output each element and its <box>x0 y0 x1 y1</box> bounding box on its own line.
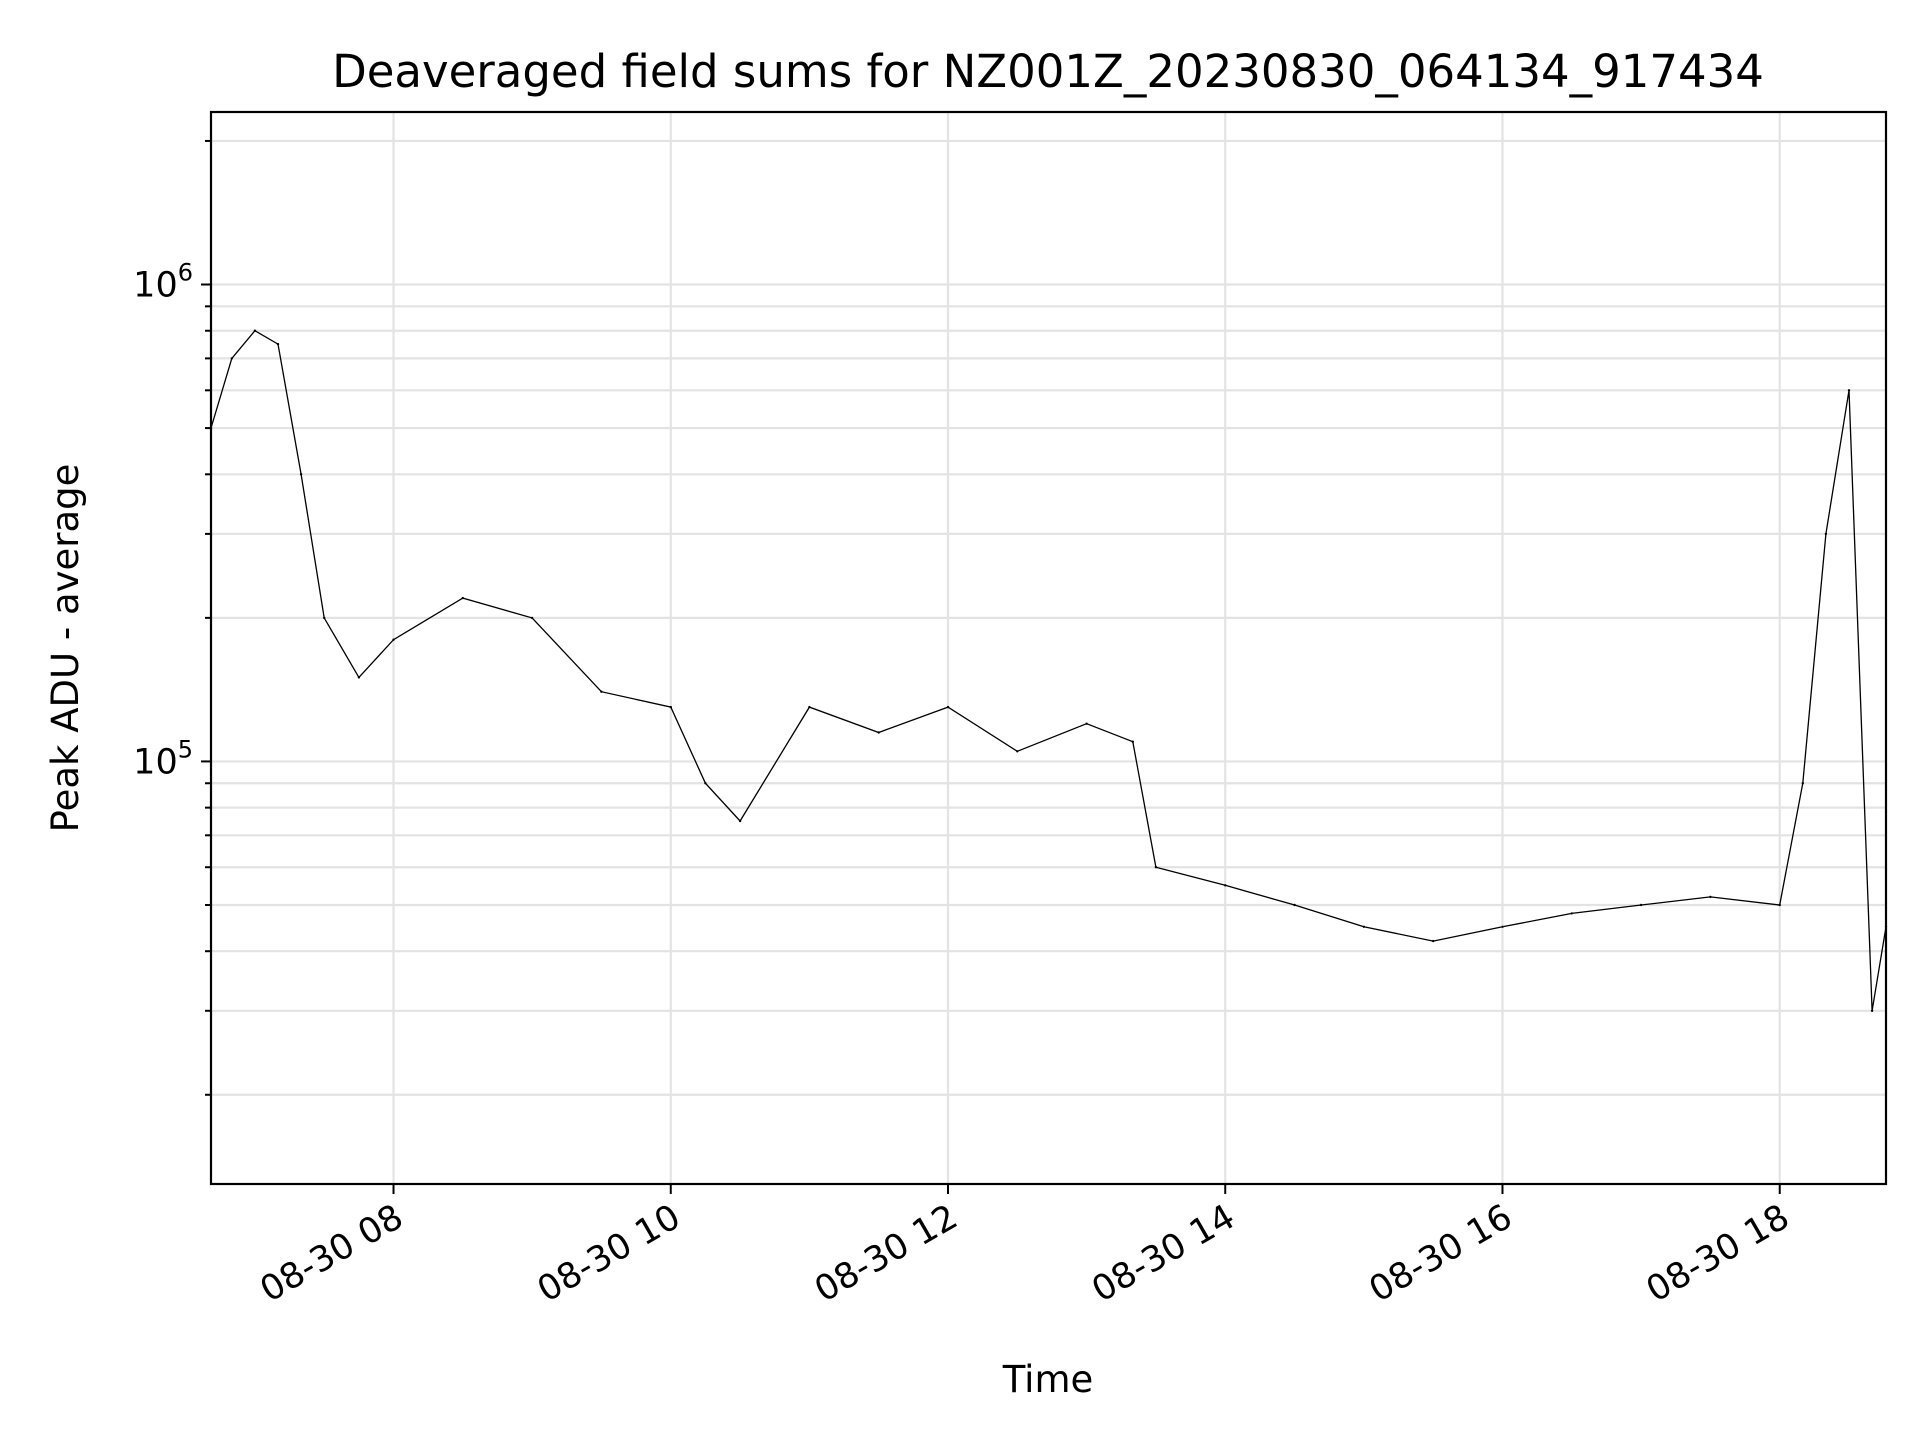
data-point <box>600 690 603 693</box>
data-point <box>230 357 233 360</box>
data-point <box>1224 884 1227 887</box>
x-axis-label: Time <box>1002 1358 1094 1401</box>
data-point <box>1570 912 1574 915</box>
data-point <box>738 819 742 823</box>
grid <box>211 112 1886 1184</box>
y-tick-label: 106 <box>133 259 193 306</box>
data-point <box>1154 866 1158 869</box>
data-point <box>1131 740 1135 743</box>
data-point <box>1847 389 1851 392</box>
data-point <box>1639 903 1643 907</box>
data-point <box>1501 925 1504 928</box>
data-point <box>1870 1009 1874 1012</box>
plot-frame <box>209 110 1888 1186</box>
data-point <box>299 473 303 476</box>
chart-title: Deaveraged field sums for NZ001Z_2023083… <box>332 45 1764 98</box>
data-point <box>461 596 464 600</box>
y-axis: 106 105 <box>133 139 211 1096</box>
data-point <box>530 616 534 620</box>
data-point <box>253 329 257 332</box>
data-point <box>392 638 395 641</box>
data-point <box>276 342 280 346</box>
data-point <box>946 705 950 709</box>
data-point <box>877 731 880 734</box>
y-tick-label: 105 <box>133 735 193 782</box>
y-axis-label: Peak ADU - average <box>44 464 87 833</box>
data-point <box>669 705 672 709</box>
data-point <box>1362 925 1366 928</box>
data-point <box>357 676 361 679</box>
data-point <box>808 705 811 709</box>
data-point <box>1293 903 1296 907</box>
data-point <box>1016 750 1019 753</box>
data-point <box>1709 895 1712 899</box>
data-point <box>704 782 707 785</box>
data-point <box>1085 722 1088 725</box>
data-point <box>1801 782 1805 785</box>
data-point <box>323 616 326 620</box>
data-point <box>1778 903 1781 907</box>
data-point <box>1432 939 1435 943</box>
data-point <box>1824 532 1828 536</box>
